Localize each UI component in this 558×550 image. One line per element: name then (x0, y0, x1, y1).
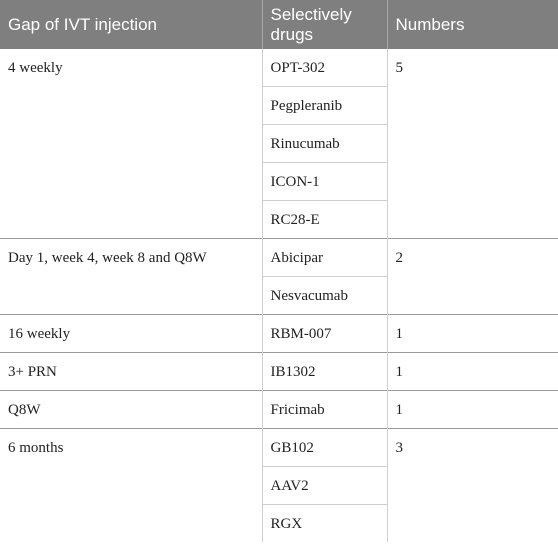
gap-cell: 6 months (0, 428, 262, 542)
table-row: RC28-E (0, 200, 558, 239)
table-row: ICON-1 (0, 162, 558, 201)
table-body: 4 weekly OPT-302 5 Pegpleranib Rinucumab… (0, 49, 558, 542)
number-cell: 1 (386, 352, 558, 391)
header-row: Gap of IVT injection Selectively drugs N… (0, 0, 558, 49)
drug-cell: Nesvacumab (261, 276, 387, 315)
number-cell: 3 (386, 428, 558, 542)
drug-cell: Abicipar (261, 238, 387, 277)
table-row: AAV2 (0, 466, 558, 505)
number-cell: 1 (386, 390, 558, 429)
drug-cell: RBM-007 (261, 314, 387, 353)
drug-cell: GB102 (261, 428, 387, 467)
number-cell: 1 (386, 314, 558, 353)
table-row: Rinucumab (0, 124, 558, 163)
table-row: Nesvacumab (0, 276, 558, 315)
drug-cell: RGX (261, 504, 387, 542)
number-cell: 2 (386, 238, 558, 315)
table-row: 6 months GB102 3 (0, 428, 558, 542)
drug-cell: AAV2 (261, 466, 387, 505)
drug-cell: Fricimab (261, 390, 387, 429)
gap-cell: Day 1, week 4, week 8 and Q8W (0, 238, 262, 315)
drug-cell: RC28-E (261, 200, 387, 239)
drug-cell: ICON-1 (261, 162, 387, 201)
header-numbers: Numbers (386, 0, 558, 49)
table-row: 16 weekly RBM-007 1 (0, 314, 558, 353)
gap-cell: 4 weekly (8, 60, 63, 76)
table-row: RGX (0, 504, 558, 542)
table-row: Q8W Fricimab 1 (0, 390, 558, 429)
table-row: Day 1, week 4, week 8 and Q8W Abicipar 2 (0, 238, 558, 315)
drug-cell: Pegpleranib (261, 86, 387, 125)
table-header: Gap of IVT injection Selectively drugs N… (0, 0, 558, 49)
drug-cell: Rinucumab (261, 124, 387, 163)
drug-cell: OPT-302 (261, 49, 387, 87)
header-selectively-drugs: Selectively drugs (261, 0, 387, 49)
table-row: 4 weekly OPT-302 5 (0, 49, 558, 239)
drug-cell: IB1302 (261, 352, 387, 391)
table-row: Pegpleranib (0, 86, 558, 125)
table-row: 3+ PRN IB1302 1 (0, 352, 558, 391)
number-cell: 5 (386, 49, 558, 239)
header-gap-of-ivt-injection: Gap of IVT injection (0, 0, 262, 49)
gap-cell: 3+ PRN (0, 352, 262, 391)
gap-cell: 16 weekly (0, 314, 262, 353)
gap-cell: Q8W (0, 390, 262, 429)
